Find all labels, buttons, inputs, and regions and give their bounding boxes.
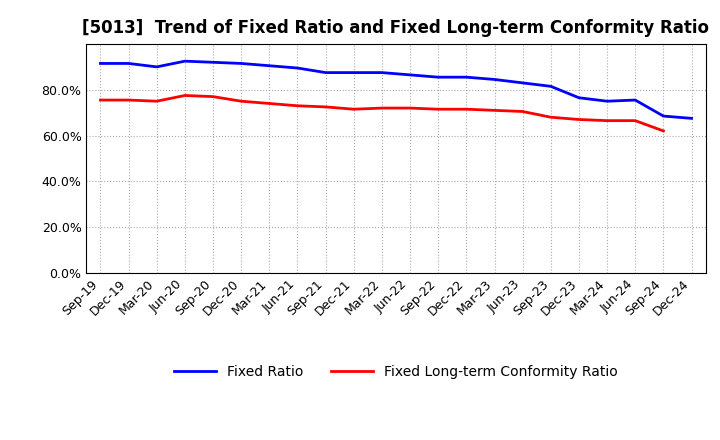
Fixed Ratio <box>321 70 330 75</box>
Fixed Ratio <box>575 95 583 100</box>
Fixed Long-term Conformity Ratio <box>518 109 527 114</box>
Fixed Long-term Conformity Ratio <box>406 106 415 111</box>
Fixed Long-term Conformity Ratio <box>349 106 358 112</box>
Fixed Ratio <box>518 80 527 85</box>
Fixed Long-term Conformity Ratio <box>153 99 161 104</box>
Fixed Long-term Conformity Ratio <box>293 103 302 108</box>
Fixed Ratio <box>659 114 667 119</box>
Fixed Ratio <box>209 60 217 65</box>
Fixed Long-term Conformity Ratio <box>321 104 330 110</box>
Fixed Ratio <box>265 63 274 68</box>
Fixed Long-term Conformity Ratio <box>631 118 639 123</box>
Fixed Ratio <box>434 74 443 80</box>
Fixed Long-term Conformity Ratio <box>265 101 274 106</box>
Title: [5013]  Trend of Fixed Ratio and Fixed Long-term Conformity Ratio: [5013] Trend of Fixed Ratio and Fixed Lo… <box>83 19 709 37</box>
Fixed Ratio <box>603 99 611 104</box>
Fixed Ratio <box>237 61 246 66</box>
Fixed Ratio <box>462 74 471 80</box>
Line: Fixed Long-term Conformity Ratio: Fixed Long-term Conformity Ratio <box>101 95 663 131</box>
Fixed Ratio <box>406 72 415 77</box>
Fixed Ratio <box>377 70 386 75</box>
Fixed Long-term Conformity Ratio <box>125 97 133 103</box>
Fixed Long-term Conformity Ratio <box>434 106 443 112</box>
Fixed Long-term Conformity Ratio <box>377 106 386 111</box>
Fixed Long-term Conformity Ratio <box>237 99 246 104</box>
Fixed Long-term Conformity Ratio <box>659 128 667 134</box>
Fixed Long-term Conformity Ratio <box>96 97 105 103</box>
Fixed Ratio <box>490 77 499 82</box>
Fixed Long-term Conformity Ratio <box>575 117 583 122</box>
Fixed Long-term Conformity Ratio <box>462 106 471 112</box>
Fixed Long-term Conformity Ratio <box>546 114 555 120</box>
Fixed Long-term Conformity Ratio <box>181 93 189 98</box>
Fixed Ratio <box>687 116 696 121</box>
Fixed Ratio <box>96 61 105 66</box>
Fixed Long-term Conformity Ratio <box>603 118 611 123</box>
Legend: Fixed Ratio, Fixed Long-term Conformity Ratio: Fixed Ratio, Fixed Long-term Conformity … <box>168 360 624 385</box>
Line: Fixed Ratio: Fixed Ratio <box>101 61 691 118</box>
Fixed Ratio <box>631 97 639 103</box>
Fixed Ratio <box>181 59 189 64</box>
Fixed Long-term Conformity Ratio <box>490 108 499 113</box>
Fixed Ratio <box>546 84 555 89</box>
Fixed Ratio <box>349 70 358 75</box>
Fixed Long-term Conformity Ratio <box>209 94 217 99</box>
Fixed Ratio <box>125 61 133 66</box>
Fixed Ratio <box>293 66 302 71</box>
Fixed Ratio <box>153 64 161 70</box>
